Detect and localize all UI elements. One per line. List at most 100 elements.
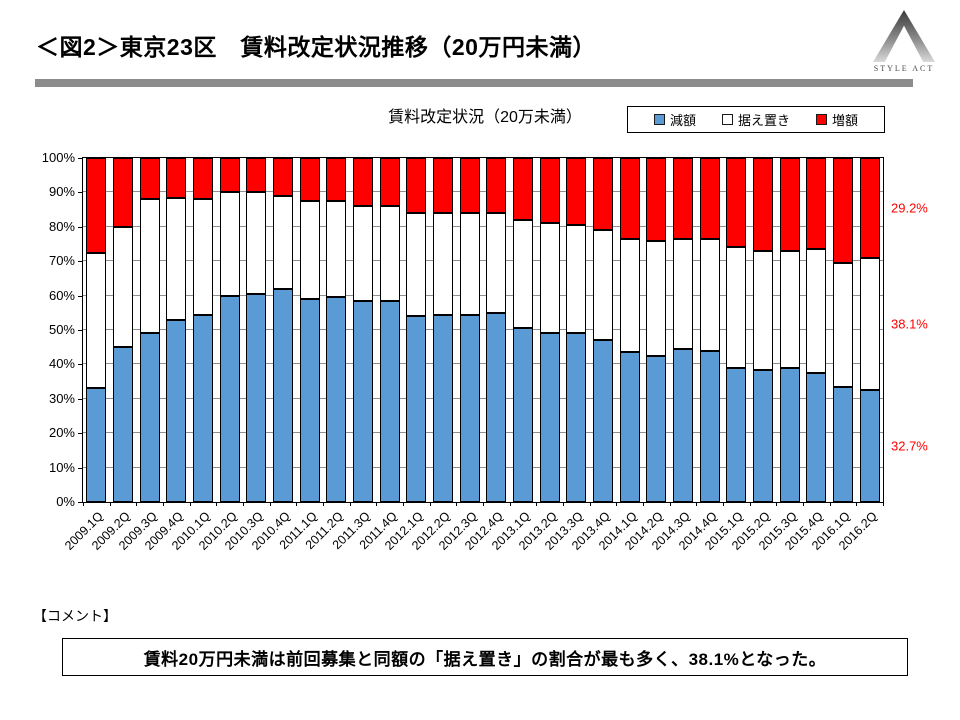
bar-segment-increase xyxy=(406,158,427,214)
bar-segment-decrease xyxy=(699,350,720,502)
bar-segment-increase xyxy=(273,158,293,196)
x-tick xyxy=(883,502,884,506)
x-tick xyxy=(669,502,671,506)
bar-segment-keep xyxy=(299,201,320,300)
y-tick xyxy=(78,330,83,331)
stacked-bar xyxy=(433,158,453,502)
stacked-bar xyxy=(326,158,347,502)
stacked-bar xyxy=(646,158,667,502)
bar-segment-increase xyxy=(353,158,373,207)
bar-slot xyxy=(696,158,723,502)
bar-segment-keep xyxy=(699,238,720,351)
bar-segment-increase xyxy=(459,158,480,214)
bar-segment-increase xyxy=(673,158,693,239)
stacked-bar xyxy=(193,158,213,502)
bar-slot xyxy=(723,158,750,502)
bar-segment-keep xyxy=(726,247,747,368)
end-label: 32.7% xyxy=(889,438,930,454)
bar-slot xyxy=(190,158,217,502)
bar-segment-decrease xyxy=(753,369,773,502)
y-tick xyxy=(78,192,83,194)
bar-slot xyxy=(643,158,670,502)
bar-segment-keep xyxy=(753,250,773,370)
bar-slot xyxy=(163,158,190,502)
bar-segment-decrease xyxy=(486,312,507,502)
bar-segment-keep xyxy=(326,201,347,298)
logo: STYLE ACT xyxy=(862,10,946,80)
gridline xyxy=(83,329,883,330)
gridline xyxy=(83,363,883,365)
logo-triangle-cutout xyxy=(884,25,924,62)
bar-segment-increase xyxy=(619,158,640,239)
bar-segment-keep xyxy=(566,225,587,334)
bar-segment-keep xyxy=(273,195,293,289)
bar-segment-keep xyxy=(779,250,800,368)
bar-segment-keep xyxy=(433,213,453,315)
chart-legend: 減額 据え置き 増額 xyxy=(627,106,885,133)
bar-slot xyxy=(536,158,563,502)
stacked-bar xyxy=(753,158,773,502)
bar-slot xyxy=(616,158,643,502)
bar-slot xyxy=(563,158,590,502)
bar-slot xyxy=(350,158,377,502)
bar-segment-keep xyxy=(806,249,827,373)
bar-slot xyxy=(590,158,617,502)
bar-segment-keep xyxy=(379,206,400,301)
bar-slot xyxy=(776,158,803,502)
legend-marker-decrease-icon xyxy=(653,114,665,125)
comment-label: 【コメント】 xyxy=(33,608,117,624)
bar-slot xyxy=(430,158,457,502)
bar-slot xyxy=(856,158,883,502)
bar-segment-keep xyxy=(486,213,507,313)
stacked-bar xyxy=(86,158,107,502)
bar-segment-keep xyxy=(859,258,880,390)
bar-segment-increase xyxy=(726,158,747,248)
gridline xyxy=(83,466,883,468)
y-tick-label: 0% xyxy=(56,494,75,509)
bar-segment-keep xyxy=(459,213,480,315)
x-tick xyxy=(643,502,644,506)
y-tick-label: 90% xyxy=(48,184,75,200)
bar-segment-keep xyxy=(619,238,640,353)
stacked-bar xyxy=(353,158,373,502)
comment-text: 賃料20万円未満は前回募集と同額の「据え置き」の割合が最も多く、38.1%となっ… xyxy=(143,649,827,669)
bar-segment-decrease xyxy=(113,347,133,502)
bar-segment-increase xyxy=(539,158,560,224)
x-tick xyxy=(403,502,404,506)
stacked-bar xyxy=(166,158,187,502)
bar-segment-increase xyxy=(593,158,613,231)
stacked-bar xyxy=(806,158,827,502)
bar-slot xyxy=(270,158,297,502)
x-tick xyxy=(563,502,564,506)
bar-segment-keep xyxy=(593,230,613,341)
legend-label-decrease: 減額 xyxy=(669,113,696,128)
chart-title: 賃料改定状況（20万未満） xyxy=(388,109,582,126)
bar-slot xyxy=(323,158,350,502)
title-underline xyxy=(35,79,913,87)
bar-segment-keep xyxy=(353,206,373,301)
x-tick xyxy=(83,502,84,506)
y-tick-label: 20% xyxy=(48,425,75,441)
bar-segment-increase xyxy=(806,158,827,250)
x-tick xyxy=(749,502,751,506)
legend-label-keep: 据え置き xyxy=(737,113,790,128)
stacked-bar xyxy=(833,158,853,502)
gridline xyxy=(83,432,883,434)
stacked-bar xyxy=(513,158,533,502)
bar-slot xyxy=(83,158,110,502)
bar-segment-keep xyxy=(673,238,693,349)
bar-segment-decrease xyxy=(726,367,747,502)
y-tick-label: 70% xyxy=(48,253,75,269)
x-tick xyxy=(136,502,138,506)
bar-slot xyxy=(670,158,697,502)
bar-segment-increase xyxy=(166,158,187,198)
x-tick xyxy=(776,502,778,506)
bar-segment-decrease xyxy=(619,352,640,502)
stacked-bar xyxy=(726,158,747,502)
y-tick xyxy=(78,158,83,159)
bar-slot xyxy=(803,158,830,502)
x-tick xyxy=(829,502,831,506)
x-tick xyxy=(243,502,244,506)
x-tick xyxy=(483,502,484,506)
bar-segment-increase xyxy=(646,158,667,241)
